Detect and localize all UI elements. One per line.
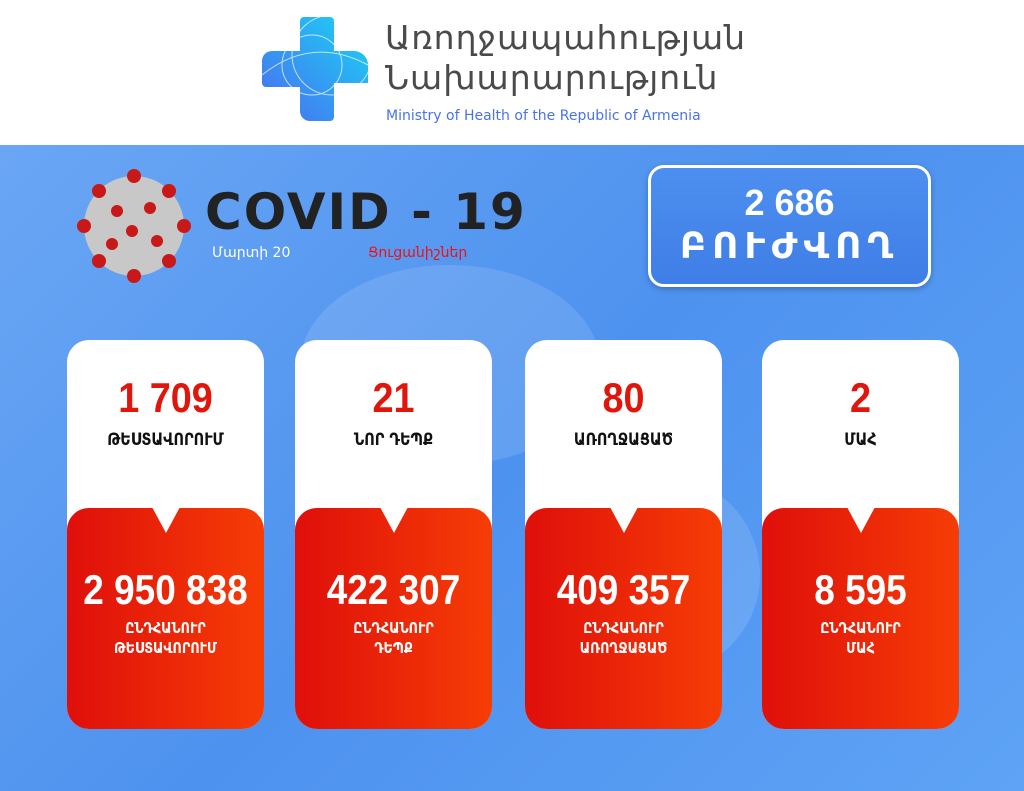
covid-title: COVID - 19: [205, 183, 527, 241]
header: Առողջապահության Նախարարություն Ministry …: [0, 0, 1024, 145]
daily-label: ԹԵՍՏԱՎՈՐՈՒՄ: [107, 430, 224, 450]
coronavirus-icon: [77, 169, 191, 283]
card-deaths: 2 ՄԱՀ 8 595 ԸՆԴՀԱՆՈՒՐ ՄԱՀ: [762, 340, 959, 729]
daily-value: 80: [602, 374, 645, 421]
card-recovered: 80 ԱՌՈՂՋԱՑԱԾ 409 357 ԸՆԴՀԱՆՈՒՐ ԱՌՈՂՋԱՑԱԾ: [525, 340, 722, 729]
total-label: ԸՆԴՀԱՆՈՒՐ ՄԱՀ: [820, 619, 901, 657]
total-value: 422 307: [326, 566, 461, 613]
org-name-english: Ministry of Health of the Republic of Ar…: [386, 108, 701, 124]
recovering-value: 2 686: [744, 182, 835, 223]
recovering-badge: 2 686 ԲՈՒԺՎՈՂ: [648, 165, 931, 287]
daily-value: 21: [372, 374, 415, 421]
report-date: Մարտի 20: [212, 245, 291, 261]
total-value: 409 357: [556, 566, 691, 613]
total-label: ԸՆԴՀԱՆՈՒՐ ԴԵՊՔ: [353, 619, 434, 657]
indicators-label: Ցուցանիշներ: [368, 245, 468, 261]
total-value: 8 595: [814, 566, 907, 613]
total-label: ԸՆԴՀԱՆՈՒՐ ԹԵՍՏԱՎՈՐՈՒՄ: [114, 619, 217, 657]
daily-label: ԱՌՈՂՋԱՑԱԾ: [573, 430, 674, 450]
daily-value: 1 709: [118, 374, 213, 421]
daily-value: 2: [849, 374, 872, 421]
daily-label: ՄԱՀ: [844, 430, 877, 450]
ministry-logo-cross-icon: [262, 15, 370, 121]
org-name-line2: Նախարարություն: [385, 58, 719, 97]
daily-label: ՆՈՐ ԴԵՊՔ: [353, 430, 434, 450]
org-name-line1: Առողջապահության: [385, 18, 747, 57]
card-new-cases: 21 ՆՈՐ ԴԵՊՔ 422 307 ԸՆԴՀԱՆՈՒՐ ԴԵՊՔ: [295, 340, 492, 729]
total-label: ԸՆԴՀԱՆՈՒՐ ԱՌՈՂՋԱՑԱԾ: [579, 619, 668, 657]
recovering-label: ԲՈՒԺՎՈՂ: [679, 226, 900, 267]
card-tests: 1 709 ԹԵՍՏԱՎՈՐՈՒՄ 2 950 838 ԸՆԴՀԱՆՈՒՐ ԹԵՍՏԱ…: [67, 340, 264, 729]
total-value: 2 950 838: [83, 566, 248, 613]
